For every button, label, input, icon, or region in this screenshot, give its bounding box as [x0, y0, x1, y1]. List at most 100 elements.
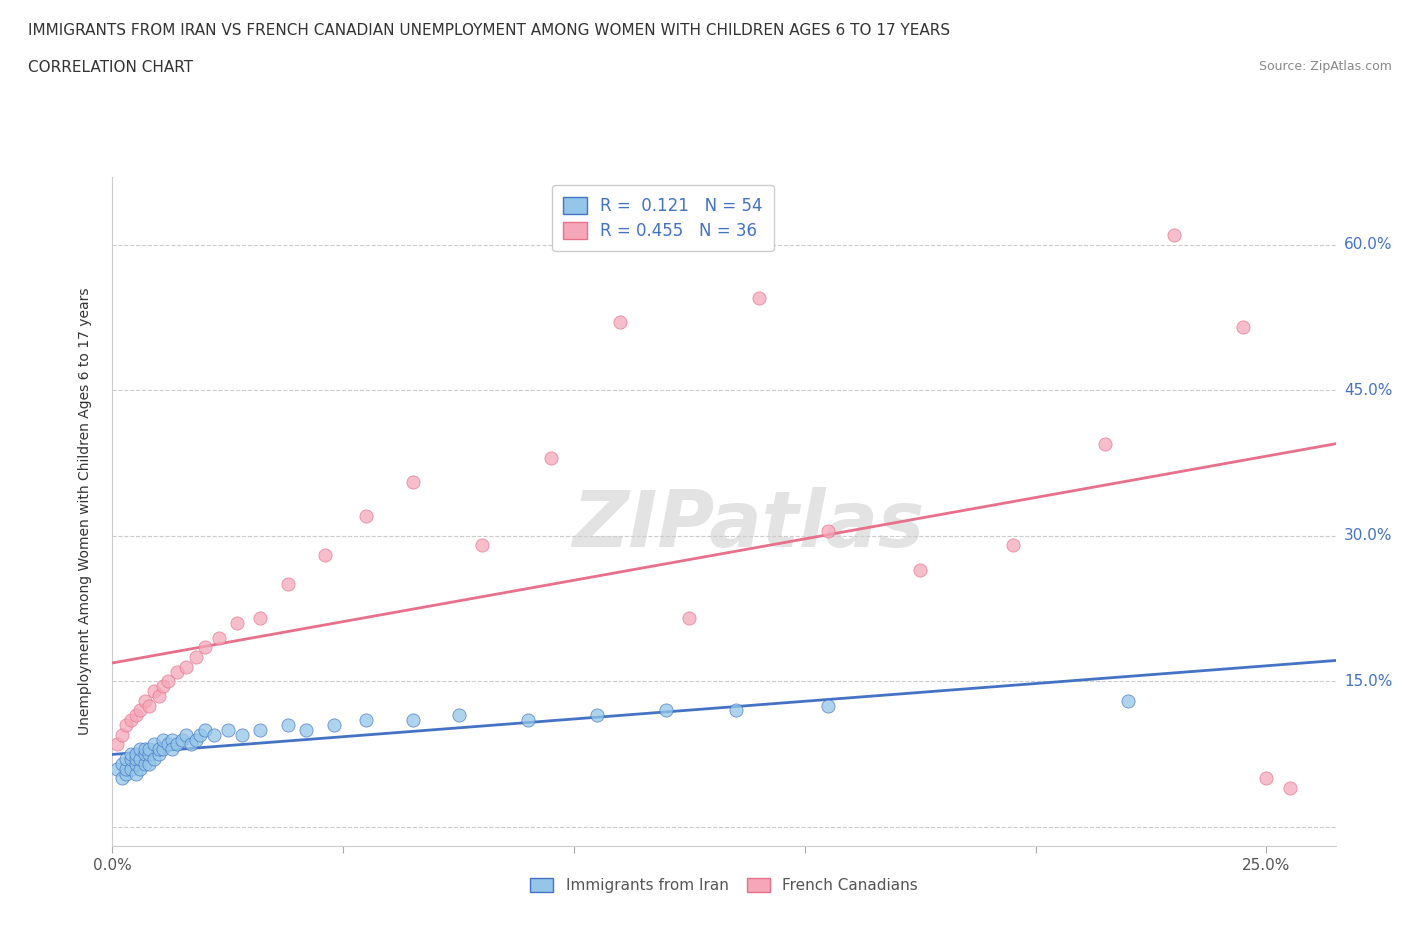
Point — [134, 693, 156, 708]
Point — [156, 737, 179, 751]
Point — [724, 703, 747, 718]
Point — [176, 727, 198, 742]
Point — [152, 742, 174, 757]
Point — [1001, 538, 1024, 553]
Point — [910, 563, 932, 578]
Point — [194, 640, 217, 655]
Point — [115, 718, 138, 733]
Point — [194, 723, 217, 737]
Text: 45.0%: 45.0% — [1344, 383, 1392, 398]
Point — [152, 679, 174, 694]
Point — [124, 747, 146, 762]
Point — [609, 315, 631, 330]
Point — [120, 751, 142, 766]
Point — [516, 712, 538, 727]
Point — [208, 631, 231, 645]
Point — [231, 727, 253, 742]
Text: CORRELATION CHART: CORRELATION CHART — [28, 60, 193, 75]
Text: ZIPatlas: ZIPatlas — [572, 487, 925, 563]
Point — [138, 698, 160, 713]
Point — [1116, 693, 1139, 708]
Point — [138, 742, 160, 757]
Y-axis label: Unemployment Among Women with Children Ages 6 to 17 years: Unemployment Among Women with Children A… — [77, 287, 91, 736]
Point — [217, 723, 239, 737]
Point — [120, 712, 142, 727]
Point — [170, 732, 193, 747]
Point — [115, 762, 138, 777]
Point — [678, 611, 700, 626]
Text: 60.0%: 60.0% — [1344, 237, 1392, 252]
Point — [111, 727, 134, 742]
Point — [1278, 780, 1301, 795]
Point — [143, 737, 166, 751]
Point — [124, 708, 146, 723]
Point — [134, 742, 156, 757]
Point — [655, 703, 678, 718]
Point — [129, 742, 152, 757]
Point — [105, 737, 128, 751]
Point — [401, 712, 423, 727]
Point — [105, 762, 128, 777]
Legend: Immigrants from Iran, French Canadians: Immigrants from Iran, French Canadians — [522, 869, 927, 902]
Point — [152, 732, 174, 747]
Point — [748, 290, 770, 305]
Point — [120, 747, 142, 762]
Point — [277, 577, 299, 591]
Text: Source: ZipAtlas.com: Source: ZipAtlas.com — [1258, 60, 1392, 73]
Point — [148, 747, 170, 762]
Point — [148, 688, 170, 703]
Point — [148, 742, 170, 757]
Point — [129, 751, 152, 766]
Point — [180, 737, 202, 751]
Point — [184, 650, 207, 665]
Point — [111, 756, 134, 771]
Point — [124, 751, 146, 766]
Point — [184, 732, 207, 747]
Point — [323, 718, 346, 733]
Point — [115, 751, 138, 766]
Point — [447, 708, 470, 723]
Point — [162, 742, 184, 757]
Point — [1094, 436, 1116, 451]
Point — [1232, 320, 1254, 335]
Point — [226, 616, 249, 631]
Point — [188, 727, 211, 742]
Point — [817, 524, 839, 538]
Point — [176, 659, 198, 674]
Point — [166, 737, 188, 751]
Text: 15.0%: 15.0% — [1344, 674, 1392, 689]
Text: IMMIGRANTS FROM IRAN VS FRENCH CANADIAN UNEMPLOYMENT AMONG WOMEN WITH CHILDREN A: IMMIGRANTS FROM IRAN VS FRENCH CANADIAN … — [28, 23, 950, 38]
Point — [540, 451, 562, 466]
Point — [143, 684, 166, 698]
Point — [314, 548, 336, 563]
Point — [134, 747, 156, 762]
Point — [156, 674, 179, 689]
Point — [111, 771, 134, 786]
Point — [586, 708, 609, 723]
Point — [129, 762, 152, 777]
Point — [115, 766, 138, 781]
Text: 30.0%: 30.0% — [1344, 528, 1392, 543]
Point — [162, 732, 184, 747]
Point — [356, 509, 378, 524]
Point — [138, 756, 160, 771]
Point — [138, 747, 160, 762]
Point — [124, 756, 146, 771]
Point — [295, 723, 318, 737]
Point — [166, 664, 188, 679]
Point — [249, 611, 271, 626]
Point — [401, 475, 423, 490]
Point — [134, 756, 156, 771]
Point — [471, 538, 494, 553]
Point — [124, 766, 146, 781]
Point — [143, 751, 166, 766]
Point — [817, 698, 839, 713]
Point — [1256, 771, 1278, 786]
Point — [120, 762, 142, 777]
Point — [277, 718, 299, 733]
Point — [356, 712, 378, 727]
Point — [1163, 228, 1185, 243]
Point — [249, 723, 271, 737]
Point — [129, 703, 152, 718]
Point — [202, 727, 225, 742]
